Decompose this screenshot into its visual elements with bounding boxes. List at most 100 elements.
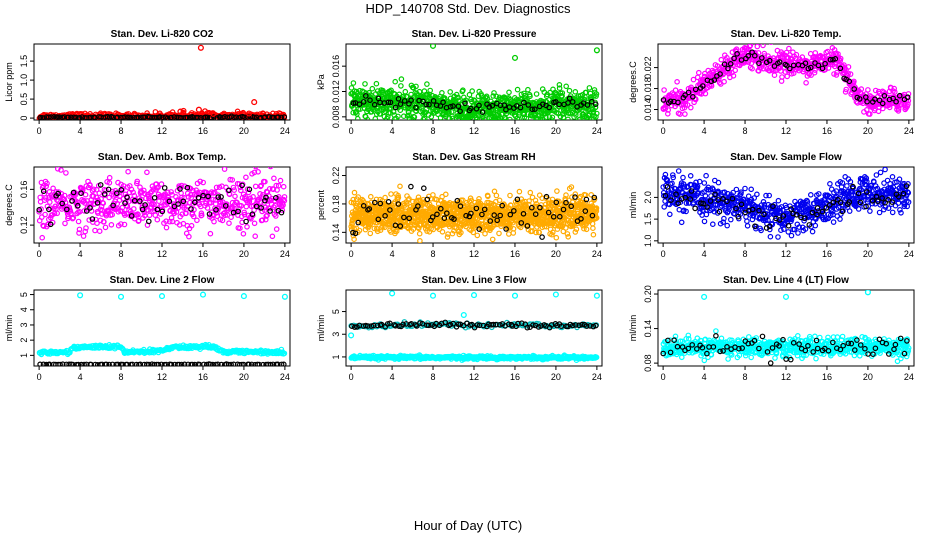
data-point <box>807 192 814 198</box>
panel-title: Stan. Dev. Li-820 CO2 <box>111 29 214 40</box>
data-point <box>791 226 798 233</box>
data-point <box>73 114 79 120</box>
outlier-point <box>593 47 600 54</box>
data-point <box>703 211 710 218</box>
data-points <box>36 167 288 241</box>
data-point <box>131 192 138 199</box>
data-point <box>463 97 469 104</box>
data-point <box>593 114 599 120</box>
data-points <box>660 167 912 240</box>
data-point <box>847 178 854 185</box>
plot-frame <box>33 43 291 121</box>
outlier-point <box>197 44 204 51</box>
data-point <box>251 220 258 227</box>
data-point <box>350 80 357 86</box>
data-point <box>397 183 403 190</box>
data-point <box>866 111 873 117</box>
data-point <box>427 87 434 94</box>
data-point <box>388 105 394 112</box>
x-tick-label: 4 <box>702 126 707 136</box>
data-point <box>277 177 284 184</box>
data-point <box>476 196 482 202</box>
data-point <box>263 194 269 201</box>
data-point <box>685 89 692 96</box>
x-tick-label: 12 <box>781 249 791 259</box>
data-point <box>226 220 232 227</box>
data-point <box>40 183 47 189</box>
data-point <box>549 196 556 203</box>
data-point <box>75 202 81 209</box>
data-point <box>109 211 116 218</box>
data-point <box>573 226 580 233</box>
data-point <box>718 56 725 63</box>
data-point <box>388 87 394 94</box>
data-point <box>194 217 200 224</box>
x-tick-label: 4 <box>390 126 395 136</box>
outlier-point <box>177 108 184 115</box>
x-tick-label: 20 <box>551 126 561 136</box>
x-tick-label: 20 <box>863 126 873 136</box>
data-point <box>809 228 816 235</box>
data-point <box>796 224 803 230</box>
data-point <box>462 100 468 107</box>
data-point <box>793 51 800 58</box>
data-point <box>423 101 430 108</box>
data-point <box>701 218 708 225</box>
data-point <box>406 196 412 202</box>
y-tick-label: 1.5 <box>19 55 29 68</box>
data-point <box>563 192 569 198</box>
data-point <box>581 225 587 232</box>
data-point <box>63 170 69 176</box>
data-point <box>526 198 532 204</box>
data-point <box>556 213 563 220</box>
data-point <box>588 98 595 105</box>
data-point <box>496 197 503 204</box>
panel-title: Stan. Dev. Gas Stream RH <box>412 152 535 163</box>
data-point <box>553 199 560 206</box>
data-point <box>352 230 359 237</box>
data-point <box>584 102 591 108</box>
outlier-point <box>251 99 258 106</box>
data-point <box>760 65 767 72</box>
outlier-point <box>195 106 202 113</box>
data-point <box>881 93 888 99</box>
data-point <box>856 96 863 102</box>
data-point <box>188 222 195 229</box>
data-point <box>420 185 427 192</box>
x-tick-label: 16 <box>510 249 520 259</box>
data-point <box>524 223 531 229</box>
data-point <box>97 182 104 188</box>
data-point <box>75 199 81 206</box>
data-point <box>572 89 579 95</box>
data-point <box>775 197 782 204</box>
data-point <box>748 186 755 193</box>
data-point <box>192 199 198 206</box>
data-point <box>371 101 378 108</box>
x-tick-label: 8 <box>119 126 124 136</box>
data-point <box>416 230 423 237</box>
data-point <box>411 114 418 120</box>
data-point <box>784 62 790 69</box>
data-point <box>281 194 288 200</box>
data-point <box>781 226 787 233</box>
series-2 <box>350 183 598 240</box>
data-point <box>905 101 911 108</box>
data-point <box>177 186 183 192</box>
data-point <box>768 44 774 45</box>
outlier-point <box>210 110 217 117</box>
x-tick-label: 24 <box>904 249 914 259</box>
data-point <box>539 234 545 240</box>
data-point <box>52 203 59 210</box>
data-point <box>390 109 397 115</box>
panel-title: Stan. Dev. Amb. Box Temp. <box>98 152 226 163</box>
data-point <box>78 190 84 197</box>
data-point <box>392 104 399 111</box>
data-point <box>702 193 709 199</box>
x-tick-label: 0 <box>37 126 42 136</box>
data-point <box>430 98 437 104</box>
data-point <box>799 54 806 60</box>
data-point <box>766 192 773 199</box>
data-point <box>242 114 248 120</box>
data-point <box>560 114 567 120</box>
data-point <box>490 93 497 99</box>
